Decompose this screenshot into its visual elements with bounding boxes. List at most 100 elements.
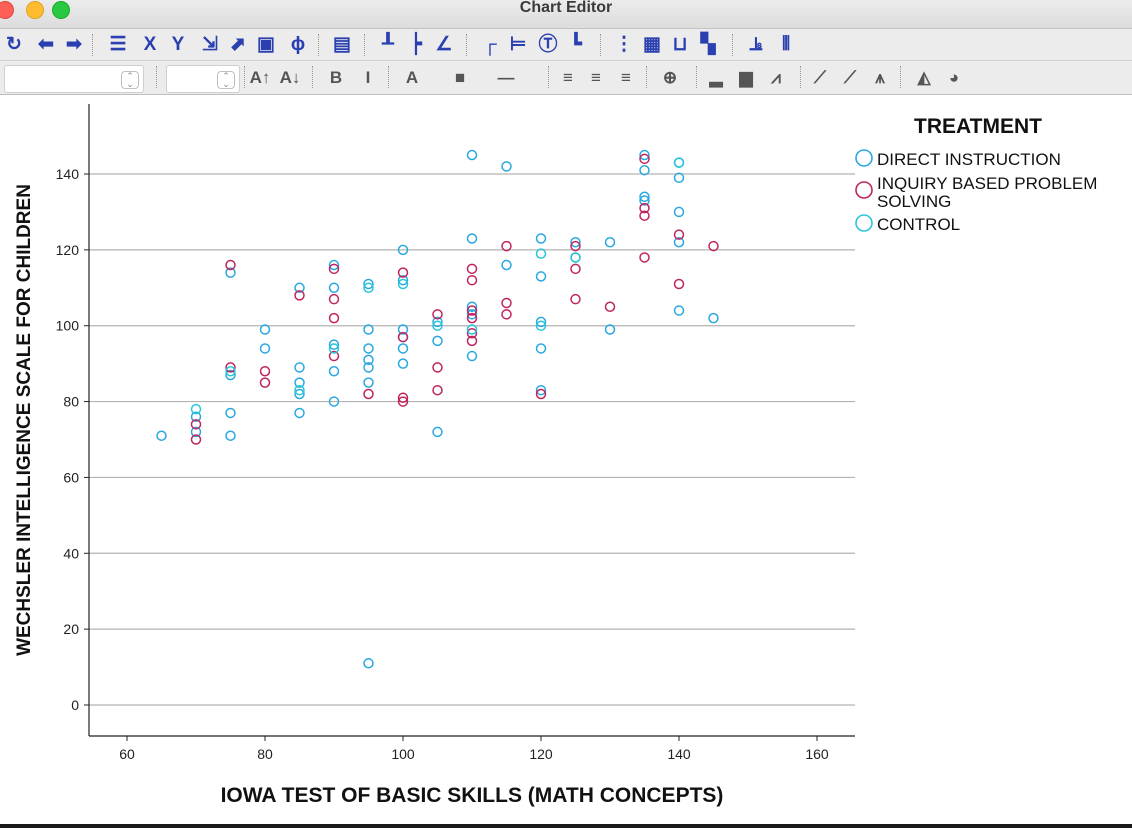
- data-point: [294, 384, 305, 396]
- scatter-chart[interactable]: 0 20 40 60 80 100 120 140 60 80 100 120 140 160 IOWA T…: [0, 95, 1132, 824]
- properties-icon[interactable]: ☰: [109, 34, 127, 55]
- data-point: [225, 259, 236, 271]
- data-point: [363, 377, 374, 388]
- y-tick-label: 0: [71, 697, 79, 713]
- data-point: [397, 278, 409, 290]
- cluster-bar-icon[interactable]: ▆: [739, 68, 753, 87]
- toolbar-separator: [696, 66, 698, 88]
- bold-icon[interactable]: B: [329, 68, 343, 87]
- x-tick-label: 60: [119, 746, 135, 762]
- x-tick-label: 120: [529, 746, 553, 762]
- close-window-button[interactable]: [0, 1, 14, 19]
- toolbar-separator: [244, 66, 246, 88]
- data-point: [501, 297, 512, 309]
- data-point: [328, 263, 340, 275]
- toolbar-separator: [732, 34, 734, 56]
- data-point: [673, 172, 685, 184]
- toolbar-separator: [318, 34, 320, 56]
- data-point: [294, 388, 305, 400]
- stepper-arrows-icon[interactable]: ⌃ ⌄: [217, 71, 235, 89]
- data-point: [397, 392, 409, 404]
- equation-line-icon[interactable]: ∠: [435, 34, 453, 55]
- data-point: [328, 365, 340, 377]
- crosshair-icon[interactable]: ⊕: [662, 68, 678, 87]
- data-point: [432, 384, 443, 396]
- font-family-select[interactable]: ⌃ ⌄: [4, 65, 144, 93]
- data-point: [294, 290, 305, 301]
- fit-subgroup-icon[interactable]: ⟋: [844, 68, 856, 87]
- data-point: [673, 278, 685, 290]
- fit-line-icon[interactable]: ⟋: [814, 68, 826, 87]
- align-right-icon[interactable]: ≡: [621, 68, 631, 87]
- italic-icon[interactable]: I: [365, 68, 371, 87]
- data-point: [432, 335, 443, 347]
- font-grow-icon[interactable]: A↑: [249, 68, 271, 87]
- axis-icon[interactable]: ⊔: [672, 34, 688, 55]
- title-icon[interactable]: ┌: [483, 34, 497, 55]
- y-axis-title: WECHSLER INTELLIGENCE SCALE FOR CHILDREN: [14, 184, 35, 656]
- y-tick-label: 100: [56, 318, 80, 334]
- reference-line-x-icon[interactable]: ┝: [410, 34, 422, 55]
- align-center-icon[interactable]: ≡: [591, 68, 601, 87]
- pie-chart-icon[interactable]: ◕: [948, 68, 960, 87]
- legend-label: DIRECT INSTRUCTION: [877, 150, 1061, 169]
- data-point: [190, 426, 202, 438]
- back-icon[interactable]: ⬅: [38, 34, 54, 55]
- data-point: [535, 316, 547, 328]
- frame-icon[interactable]: ▣: [257, 34, 275, 55]
- data-point: [328, 293, 340, 305]
- data-point: [397, 274, 409, 286]
- lasso-icon[interactable]: ϕ: [290, 34, 306, 55]
- undo-icon[interactable]: ↻: [6, 34, 22, 55]
- y-axis-icon[interactable]: Y: [171, 34, 185, 55]
- data-point: [328, 350, 340, 362]
- minimize-window-button[interactable]: [26, 1, 44, 19]
- legend-icon[interactable]: ▚: [700, 34, 716, 55]
- subtitle-icon[interactable]: ⊨: [509, 34, 527, 55]
- stepper-arrows-icon[interactable]: ⌃ ⌄: [121, 71, 139, 89]
- data-point: [639, 191, 650, 203]
- legend-marker: [855, 214, 873, 232]
- data-point: [294, 377, 305, 388]
- legend-marker: [855, 149, 873, 167]
- data-point: [466, 263, 478, 275]
- legend-marker: [855, 181, 873, 199]
- line-style-icon[interactable]: —: [497, 68, 515, 87]
- x-tick-label: 100: [391, 746, 415, 762]
- interpolation-icon[interactable]: ⩚: [875, 68, 885, 87]
- rescale-icon[interactable]: ⇲: [202, 34, 218, 55]
- forward-icon[interactable]: ➡: [66, 34, 82, 55]
- data-point: [156, 430, 167, 441]
- data-point: [363, 362, 374, 373]
- line-chart-icon[interactable]: ⩘: [771, 68, 781, 87]
- font-shrink-icon[interactable]: A↓: [279, 68, 301, 87]
- expand-icon[interactable]: ⬈: [230, 34, 246, 55]
- table-icon[interactable]: ▦: [643, 34, 661, 55]
- y-tick-label: 120: [56, 242, 80, 258]
- font-size-select[interactable]: ⌃ ⌄: [166, 65, 240, 93]
- zoom-window-button[interactable]: [52, 1, 70, 19]
- data-point: [259, 365, 271, 377]
- data-point: [294, 362, 305, 373]
- fill-color-icon[interactable]: ■: [454, 68, 466, 87]
- align-left-icon[interactable]: ≡: [563, 68, 573, 87]
- data-point: [225, 430, 236, 441]
- label-icon[interactable]: ⫡: [749, 34, 763, 55]
- text-color-icon[interactable]: A: [405, 68, 419, 87]
- x-axis-icon[interactable]: X: [143, 34, 157, 55]
- data-point: [535, 388, 547, 400]
- annotation-icon[interactable]: Ⓣ: [538, 34, 558, 55]
- toolbar-separator: [312, 66, 314, 88]
- data-point: [535, 271, 547, 282]
- data-point: [673, 229, 685, 240]
- bars-icon[interactable]: ⦀: [781, 34, 791, 55]
- x-tick-label: 160: [805, 746, 829, 762]
- grid-icon[interactable]: ⋮: [614, 34, 634, 55]
- area-chart-icon[interactable]: ◭: [917, 68, 931, 87]
- textbox-icon[interactable]: ▤: [333, 34, 351, 55]
- data-point: [397, 358, 409, 369]
- footnote-icon[interactable]: ┗: [570, 34, 582, 55]
- reference-line-y-icon[interactable]: ┸: [382, 34, 394, 55]
- bar-chart-icon[interactable]: ▂: [709, 68, 723, 87]
- data-point: [639, 164, 650, 176]
